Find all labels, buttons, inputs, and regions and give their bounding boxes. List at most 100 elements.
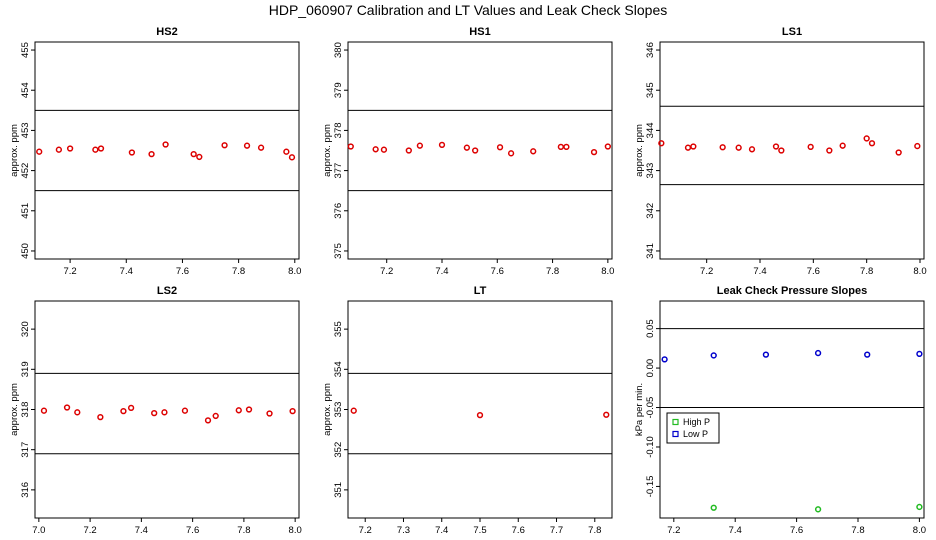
- x-tick-label: 8.0: [601, 266, 614, 277]
- data-point: [190, 150, 197, 158]
- data-point: [719, 144, 726, 151]
- y-tick-label: 451: [20, 203, 31, 219]
- x-tick-label: 7.2: [380, 266, 393, 277]
- data-point: [221, 142, 228, 149]
- y-tick-label: -0.10: [645, 436, 656, 458]
- panel-title: LT: [474, 285, 487, 297]
- data-point: [120, 407, 127, 415]
- data-point: [127, 404, 135, 412]
- x-tick-label: 7.6: [807, 266, 820, 277]
- data-point: [895, 149, 902, 156]
- y-tick-label: 317: [20, 442, 31, 458]
- data-point: [463, 144, 471, 151]
- x-tick-label: 7.7: [550, 525, 563, 536]
- y-tick-label: 0.05: [645, 319, 656, 338]
- data-point: [97, 145, 105, 152]
- data-point: [372, 146, 379, 153]
- y-axis-label: approx. ppm: [9, 124, 20, 177]
- data-point: [778, 147, 785, 154]
- y-tick-label: 353: [333, 402, 344, 418]
- data-point: [557, 143, 565, 151]
- data-point: [416, 142, 424, 149]
- data-point: [92, 146, 99, 153]
- plot-frame: [659, 300, 925, 519]
- y-tick-label: 378: [333, 122, 344, 138]
- y-tick-label: 355: [333, 321, 344, 337]
- y-axis-label: approx. ppm: [322, 124, 333, 177]
- data-point: [868, 140, 876, 147]
- plot-frame: [34, 41, 300, 260]
- data-point: [684, 144, 692, 151]
- y-axis-label: kPa per min.: [634, 383, 645, 436]
- y-tick-label: 344: [645, 122, 656, 138]
- data-point: [603, 411, 610, 418]
- plot-frame: [34, 300, 300, 519]
- panel-1: HS1 7.2 7.4 7.6 7.8 8.0 375 376 377 378 379 380 appr…: [322, 26, 614, 277]
- x-tick-label: 7.6: [491, 266, 504, 277]
- data-point: [350, 407, 357, 414]
- y-tick-label: 320: [20, 321, 31, 337]
- data-point: [863, 135, 870, 142]
- panel-title: Leak Check Pressure Slopes: [717, 285, 867, 297]
- data-point: [530, 148, 537, 155]
- x-tick-label: 7.4: [435, 266, 448, 277]
- x-tick-label: 7.8: [546, 266, 559, 277]
- data-point: [257, 144, 265, 151]
- data-point: [181, 407, 189, 414]
- x-tick-label: 7.4: [135, 525, 148, 536]
- panel-4: LT 7.2 7.3 7.4 7.5 7.6 7.7 7.8 351 352 353 354 355 ap…: [322, 285, 613, 536]
- data-point: [97, 413, 104, 421]
- data-point: [148, 150, 155, 158]
- y-tick-label: -0.15: [645, 476, 656, 498]
- y-tick-label: 453: [20, 122, 31, 138]
- data-point: [507, 150, 515, 157]
- data-point: [63, 404, 71, 411]
- y-tick-label: 379: [333, 82, 344, 98]
- x-tick-label: 7.5: [473, 525, 486, 536]
- x-tick-label: 8.0: [288, 266, 301, 277]
- data-point: [661, 356, 668, 363]
- x-tick-label: 7.8: [237, 525, 250, 536]
- data-point: [690, 143, 697, 150]
- x-tick-label: 7.6: [176, 266, 189, 277]
- data-point: [243, 142, 251, 149]
- x-tick-label: 7.6: [186, 525, 199, 536]
- legend-label: High P: [683, 417, 710, 427]
- x-tick-label: 7.8: [860, 266, 873, 277]
- data-point: [472, 147, 479, 154]
- data-point: [914, 142, 921, 150]
- legend-box: [666, 412, 720, 444]
- y-tick-label: 318: [20, 402, 31, 418]
- data-point: [66, 145, 74, 152]
- x-tick-label: 7.4: [435, 525, 448, 536]
- data-point: [590, 148, 598, 156]
- data-point: [204, 417, 212, 424]
- data-point: [266, 410, 273, 417]
- y-tick-label: 316: [20, 482, 31, 498]
- y-tick-label: 346: [645, 42, 656, 58]
- data-point: [289, 407, 296, 415]
- y-tick-label: 345: [645, 82, 656, 98]
- y-axis-label: approx. ppm: [322, 383, 333, 436]
- x-tick-label: 7.4: [729, 525, 742, 536]
- y-tick-label: 319: [20, 361, 31, 377]
- data-point: [196, 153, 203, 161]
- legend-swatch: [672, 430, 679, 438]
- data-point: [74, 409, 81, 416]
- y-tick-label: 0.00: [645, 359, 656, 378]
- y-tick-label: 354: [333, 361, 344, 377]
- data-point: [814, 506, 822, 513]
- data-point: [604, 143, 612, 150]
- y-tick-label: 380: [333, 42, 344, 58]
- legend-swatch: [672, 418, 679, 426]
- data-point: [496, 144, 504, 151]
- data-point: [563, 143, 570, 151]
- x-tick-label: 8.0: [913, 525, 926, 536]
- data-point: [476, 411, 484, 419]
- y-axis-label: approx. ppm: [634, 124, 645, 177]
- x-tick-label: 7.8: [588, 525, 601, 536]
- plot-frame: [659, 41, 925, 260]
- data-point: [235, 407, 242, 414]
- y-tick-label: 352: [333, 442, 344, 458]
- y-tick-label: 455: [20, 42, 31, 58]
